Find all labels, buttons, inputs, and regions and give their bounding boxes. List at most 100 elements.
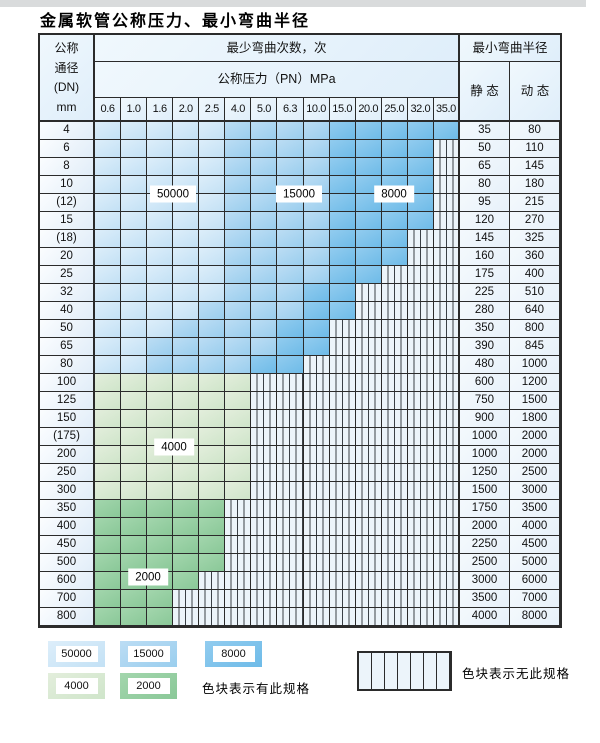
matrix-cell-no-spec <box>277 518 304 536</box>
dynamic-cell: 3000 <box>509 482 560 500</box>
dynamic-cell: 6000 <box>509 572 560 590</box>
matrix-cell <box>199 284 226 302</box>
matrix-cell <box>95 338 122 356</box>
matrix-cell <box>199 500 226 518</box>
matrix-cell-no-spec <box>355 482 382 500</box>
dn-cell: 350 <box>40 500 95 518</box>
matrix-cell-no-spec <box>355 392 382 410</box>
static-cell: 65 <box>459 158 510 176</box>
matrix-cell <box>303 158 330 176</box>
matrix-cell <box>95 248 122 266</box>
matrix-cell-no-spec <box>303 536 330 554</box>
matrix-cell <box>147 482 174 500</box>
spec-table: 公称 通径 (DN) mm 最少弯曲次数，次 最小弯曲半径 公称压力（PN）MP… <box>38 33 562 628</box>
matrix-cell-no-spec <box>329 338 356 356</box>
matrix-cell <box>407 158 434 176</box>
pressure-header: 公称压力（PN）MPa <box>95 62 460 98</box>
matrix-cell <box>199 554 226 572</box>
matrix-cell <box>121 212 148 230</box>
dynamic-cell: 145 <box>509 158 560 176</box>
legend-swatch: 2000 <box>120 673 177 699</box>
matrix-cell <box>381 248 408 266</box>
matrix-cell <box>173 302 200 320</box>
matrix-cell-no-spec <box>381 572 408 590</box>
matrix-cell-no-spec <box>381 392 408 410</box>
matrix-cell <box>95 302 122 320</box>
matrix-cell-no-spec <box>303 482 330 500</box>
matrix-cell-no-spec <box>433 500 460 518</box>
matrix-cell-no-spec <box>407 590 434 608</box>
matrix-cell <box>121 428 148 446</box>
matrix-cell-no-spec <box>407 518 434 536</box>
matrix-cell <box>121 302 148 320</box>
dynamic-cell: 2000 <box>509 428 560 446</box>
matrix-cell <box>147 608 174 626</box>
static-cell: 3000 <box>459 572 510 590</box>
matrix-cell-no-spec <box>251 608 278 626</box>
matrix-cell <box>199 230 226 248</box>
matrix-cell-no-spec <box>407 608 434 626</box>
matrix-cell <box>95 536 122 554</box>
matrix-cell-no-spec <box>355 446 382 464</box>
matrix-cell-no-spec <box>329 572 356 590</box>
matrix-cell <box>225 482 252 500</box>
matrix-cell <box>95 446 122 464</box>
pressure-value-cell: 2.5 <box>199 98 226 122</box>
matrix-cell-no-spec <box>407 446 434 464</box>
matrix-cell-no-spec <box>407 248 434 266</box>
matrix-cell-no-spec <box>433 536 460 554</box>
matrix-cell <box>199 302 226 320</box>
matrix-cell <box>225 176 252 194</box>
matrix-cell-no-spec <box>355 320 382 338</box>
matrix-cell <box>173 122 200 140</box>
static-cell: 2500 <box>459 554 510 572</box>
dynamic-cell: 400 <box>509 266 560 284</box>
matrix-cell <box>277 212 304 230</box>
matrix-cell-no-spec <box>407 500 434 518</box>
static-cell: 35 <box>459 122 510 140</box>
matrix-cell <box>121 320 148 338</box>
matrix-cell <box>277 140 304 158</box>
pressure-value-cell: 25.0 <box>381 98 408 122</box>
matrix-cell-no-spec <box>433 176 460 194</box>
dynamic-cell: 215 <box>509 194 560 212</box>
matrix-cell <box>95 140 122 158</box>
matrix-cell <box>251 320 278 338</box>
matrix-cell <box>199 464 226 482</box>
matrix-cell-no-spec <box>433 554 460 572</box>
matrix-cell <box>173 482 200 500</box>
matrix-cell-no-spec <box>303 356 330 374</box>
matrix-cell <box>355 122 382 140</box>
static-cell: 175 <box>459 266 510 284</box>
static-cell: 750 <box>459 392 510 410</box>
matrix-cell-no-spec <box>407 464 434 482</box>
dn-cell: 300 <box>40 482 95 500</box>
dn-cell: 15 <box>40 212 95 230</box>
matrix-cell-no-spec <box>303 554 330 572</box>
matrix-cell <box>355 230 382 248</box>
matrix-cell-no-spec <box>303 392 330 410</box>
matrix-cell-no-spec <box>251 374 278 392</box>
matrix-cell <box>277 158 304 176</box>
matrix-cell <box>329 284 356 302</box>
matrix-cell-no-spec <box>381 284 408 302</box>
dynamic-cell: 4500 <box>509 536 560 554</box>
matrix-cell <box>303 302 330 320</box>
matrix-cell <box>329 194 356 212</box>
matrix-cell <box>199 518 226 536</box>
static-cell: 1750 <box>459 500 510 518</box>
legend-swatch-value: 50000 <box>55 646 98 662</box>
matrix-cell-no-spec <box>277 482 304 500</box>
matrix-cell <box>121 230 148 248</box>
matrix-cell-no-spec <box>329 464 356 482</box>
matrix-cell <box>199 374 226 392</box>
dn-cell: 8 <box>40 158 95 176</box>
matrix-cell-no-spec <box>251 392 278 410</box>
matrix-cell <box>95 176 122 194</box>
matrix-cell <box>303 266 330 284</box>
pressure-value-cell: 4.0 <box>225 98 252 122</box>
dynamic-cell: 845 <box>509 338 560 356</box>
dn-header-line: mm <box>56 100 77 115</box>
matrix-cell-no-spec <box>277 410 304 428</box>
matrix-cell-no-spec <box>407 410 434 428</box>
